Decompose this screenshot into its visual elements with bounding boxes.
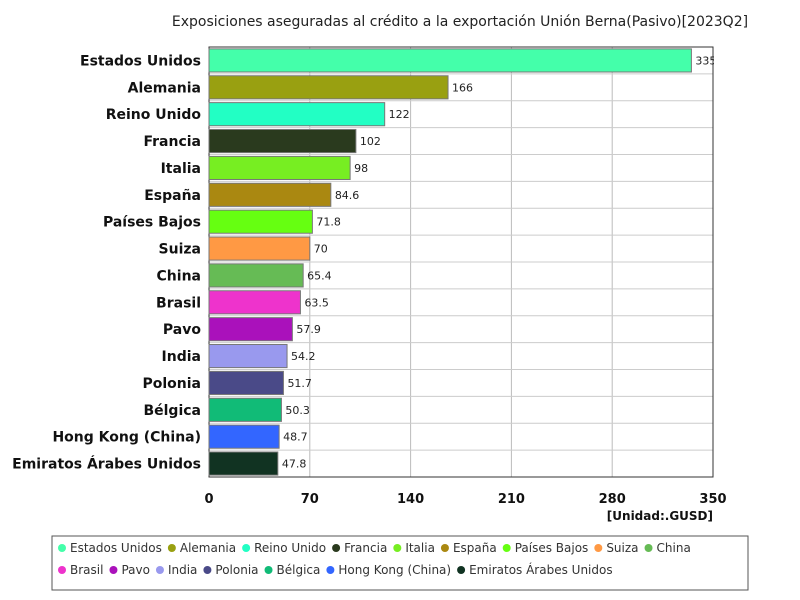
- bar: [208, 129, 357, 154]
- legend-marker: [167, 544, 176, 552]
- legend-items: Estados Unidos Alemania Reino Unido Francia…: [58, 541, 691, 577]
- legend-label: Italia: [405, 541, 435, 555]
- bar: [208, 209, 313, 234]
- value-label: 51.7: [287, 377, 312, 390]
- value-label: 57.9: [296, 323, 321, 336]
- legend-marker: [109, 566, 118, 574]
- bar: [208, 290, 301, 315]
- legend-marker: [457, 566, 466, 574]
- legend-label: Suiza: [606, 541, 638, 555]
- category-label: China: [157, 268, 201, 284]
- legend-label: China: [657, 541, 691, 555]
- x-tick-label: 0: [204, 492, 213, 507]
- legend-marker: [58, 544, 66, 552]
- value-label: 50.3: [285, 404, 310, 417]
- value-label: 63.5: [304, 296, 329, 309]
- value-label: 166: [452, 81, 473, 94]
- bar: [208, 48, 692, 73]
- legend-marker: [326, 566, 335, 574]
- value-label: 65.4: [307, 269, 332, 282]
- legend-label: Alemania: [180, 541, 236, 555]
- x-tick-label: 210: [498, 492, 525, 507]
- category-label: Países Bajos: [103, 215, 201, 231]
- legend-label: Pavo: [121, 563, 150, 577]
- legend-label: Reino Unido: [254, 541, 326, 555]
- value-label: 122: [389, 108, 410, 121]
- bar: [208, 182, 332, 207]
- legend-label: Francia: [344, 541, 387, 555]
- category-label: Brasil: [156, 295, 201, 311]
- category-label: Estados Unidos: [80, 53, 201, 69]
- x-axis-ticks: 0 70 140 210 280 350: [204, 492, 726, 507]
- bar: [208, 263, 304, 288]
- legend-label: Emiratos Árabes Unidos: [469, 562, 613, 577]
- legend-label: España: [453, 541, 497, 555]
- category-label: Hong Kong (China): [52, 430, 201, 446]
- bar: [208, 344, 288, 369]
- legend-label: India: [168, 563, 197, 577]
- legend-marker: [58, 566, 66, 574]
- x-tick-label: 70: [301, 492, 319, 507]
- legend-marker: [155, 566, 164, 574]
- legend-label: Hong Kong (China): [338, 563, 451, 577]
- category-label: India: [162, 349, 201, 365]
- legend-marker: [644, 544, 653, 552]
- bar: [208, 370, 284, 395]
- legend-label: Brasil: [70, 563, 103, 577]
- value-label: 54.2: [291, 350, 316, 363]
- category-label: Reino Unido: [106, 107, 202, 123]
- category-label: Francia: [143, 134, 201, 150]
- unit-label: [Unidad:.GUSD]: [607, 509, 713, 523]
- value-label: 102: [360, 135, 381, 148]
- legend-label: Bélgica: [277, 563, 321, 577]
- x-tick-label: 280: [599, 492, 626, 507]
- bar: [208, 424, 280, 449]
- category-label: Polonia: [142, 376, 201, 392]
- x-tick-label: 350: [699, 492, 726, 507]
- legend-marker: [332, 544, 341, 552]
- category-label: Bélgica: [143, 403, 201, 419]
- value-label: 335: [695, 54, 716, 67]
- value-label: 48.7: [283, 431, 308, 444]
- legend-marker: [440, 544, 449, 552]
- bar: [208, 75, 449, 100]
- category-label: Italia: [161, 161, 201, 177]
- category-label: Emiratos Árabes Unidos: [12, 456, 201, 473]
- legend-marker: [242, 544, 251, 552]
- value-label: 98: [354, 162, 368, 175]
- value-label: 47.8: [282, 458, 307, 471]
- legend-marker: [393, 544, 402, 552]
- legend-marker: [203, 566, 212, 574]
- legend-label: Países Bajos: [515, 541, 589, 555]
- bar: [208, 155, 351, 180]
- legend: [51, 535, 749, 591]
- value-label: 71.8: [316, 216, 341, 229]
- category-label: Pavo: [163, 322, 201, 338]
- category-label: Alemania: [128, 80, 201, 96]
- x-tick-label: 140: [397, 492, 424, 507]
- bar: [208, 397, 282, 422]
- bar: [208, 236, 311, 261]
- legend-label: Estados Unidos: [70, 541, 162, 555]
- bar: [208, 102, 386, 127]
- bar: [208, 451, 279, 476]
- value-label: 70: [314, 243, 328, 256]
- bar: [208, 317, 293, 342]
- legend-marker: [264, 566, 273, 574]
- legend-marker: [594, 544, 603, 552]
- bars: Estados Unidos 335 Alemania 166 Reino Unido 1…: [12, 48, 716, 476]
- legend-label: Polonia: [215, 563, 258, 577]
- legend-marker: [502, 544, 511, 552]
- value-label: 84.6: [335, 189, 360, 202]
- plot-frame: [208, 46, 714, 478]
- category-label: España: [144, 188, 201, 204]
- category-label: Suiza: [159, 242, 201, 258]
- chart-title: Exposiciones aseguradas al crédito a la …: [172, 14, 748, 30]
